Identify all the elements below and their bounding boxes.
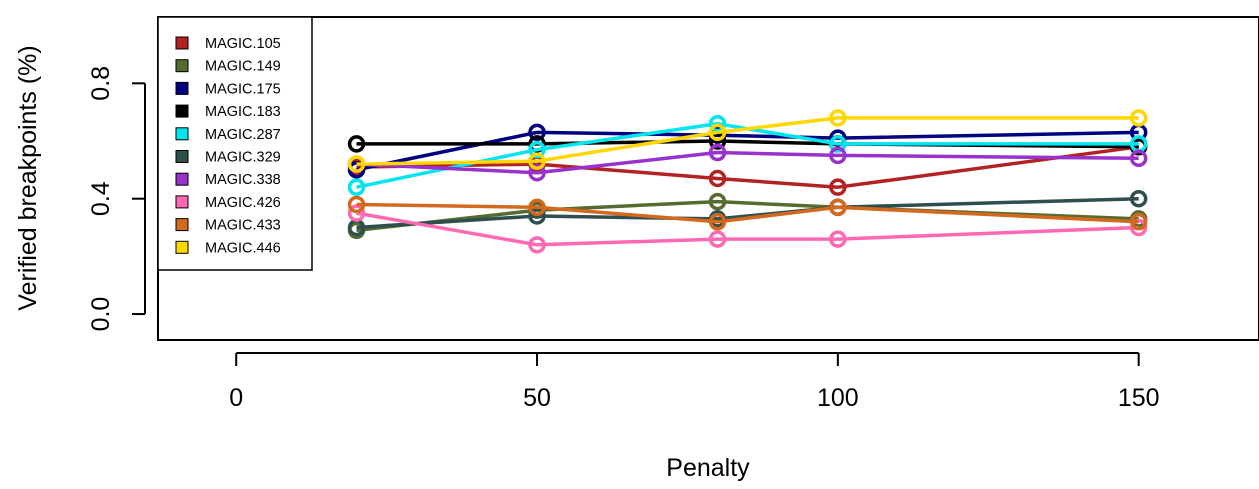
legend: MAGIC.105 MAGIC.149 MAGIC.175 MAGIC.183 MAGI… [157,16,313,271]
series-layer [347,109,1148,254]
data-point [347,178,366,196]
legend-swatch [175,59,189,73]
data-point [829,135,847,153]
x-axis-label: Penalty [666,454,750,482]
y-tick-label: 0.0 [87,297,115,332]
data-point [708,123,727,142]
legend-swatch [175,36,189,50]
legend-swatch [175,218,189,232]
data-point [528,163,546,182]
data-point [528,123,546,142]
legend-label: MAGIC.329 [205,150,281,166]
data-point [708,192,727,211]
data-point [528,236,546,254]
legend-label: MAGIC.433 [205,218,281,234]
legend-swatch [175,150,189,163]
data-point [528,140,546,159]
data-point [829,230,847,248]
legend-label: MAGIC.149 [205,59,281,75]
legend-label: MAGIC.426 [205,195,281,211]
data-point [708,169,727,188]
series-line [356,145,1139,189]
y-tick-label: 0.4 [87,181,115,216]
legend-label: MAGIC.338 [205,172,281,188]
x-tick-label: 100 [817,384,859,412]
x-tick-label: 50 [523,384,551,412]
legend-label: MAGIC.105 [205,36,281,52]
x-tick-label: 150 [1118,384,1160,412]
legend-swatch [175,81,189,95]
x-axis: 0 50 100 150 [229,352,1160,412]
series-line [356,211,1139,247]
data-point [708,230,727,248]
data-point [347,135,366,153]
legend-swatch [175,240,189,254]
data-point [1129,109,1148,127]
data-point [829,198,847,217]
series-line [356,196,1139,230]
data-point [829,178,847,196]
series-magic-433 [347,195,1148,231]
legend-swatch [175,195,189,209]
data-point [708,143,727,162]
data-point [528,152,546,170]
data-point [347,155,366,173]
series-line [356,116,1139,166]
data-point [347,195,366,214]
y-tick-label: 0.8 [87,66,115,101]
legend-label: MAGIC.183 [205,104,281,120]
legend-label: MAGIC.446 [205,240,281,256]
series-magic-338 [347,143,1148,182]
data-point [829,146,847,165]
data-point [1129,189,1148,208]
data-point [1129,149,1148,168]
data-point [528,198,546,217]
legend-label: MAGIC.287 [205,127,281,143]
y-axis-label: Verified breakpoints (%) [14,45,42,310]
legend-swatch [175,104,189,118]
series-line [356,150,1139,175]
series-magic-446 [347,109,1148,173]
data-point [1129,213,1148,231]
legend-swatch [175,172,189,186]
x-tick-label: 0 [229,384,243,412]
data-point [829,109,847,127]
legend-label: MAGIC.175 [205,81,281,97]
y-axis: 0.0 0.4 0.8 [87,66,146,332]
data-point [708,213,727,231]
legend-swatch [175,127,189,141]
series-line [356,202,1139,224]
